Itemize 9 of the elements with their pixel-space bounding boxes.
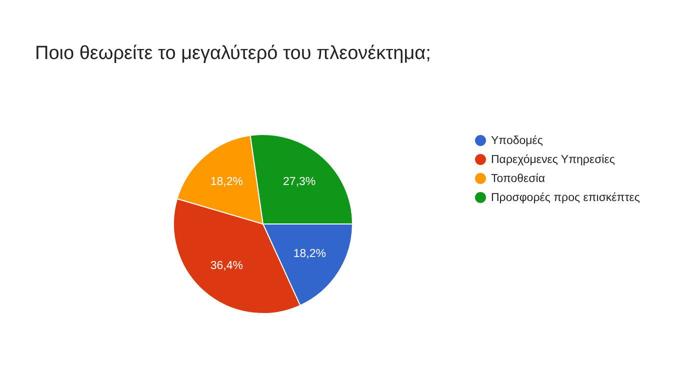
data-label: 18,2% [210,176,243,188]
chart-title: Ποιο θεωρείτε το μεγαλύτερό του πλεονέκτημα; [35,43,431,65]
data-label: 18,2% [293,248,326,260]
legend-label: Υποδομές [491,134,543,146]
data-label: 36,4% [210,260,243,272]
legend-label: Παρεχόμενες Υπηρεσίες [491,154,615,166]
legend-label: Προσφορές προς επισκέπτες [491,192,640,204]
legend-label: Τοποθεσία [491,172,545,184]
data-label: 27,3% [283,176,316,188]
